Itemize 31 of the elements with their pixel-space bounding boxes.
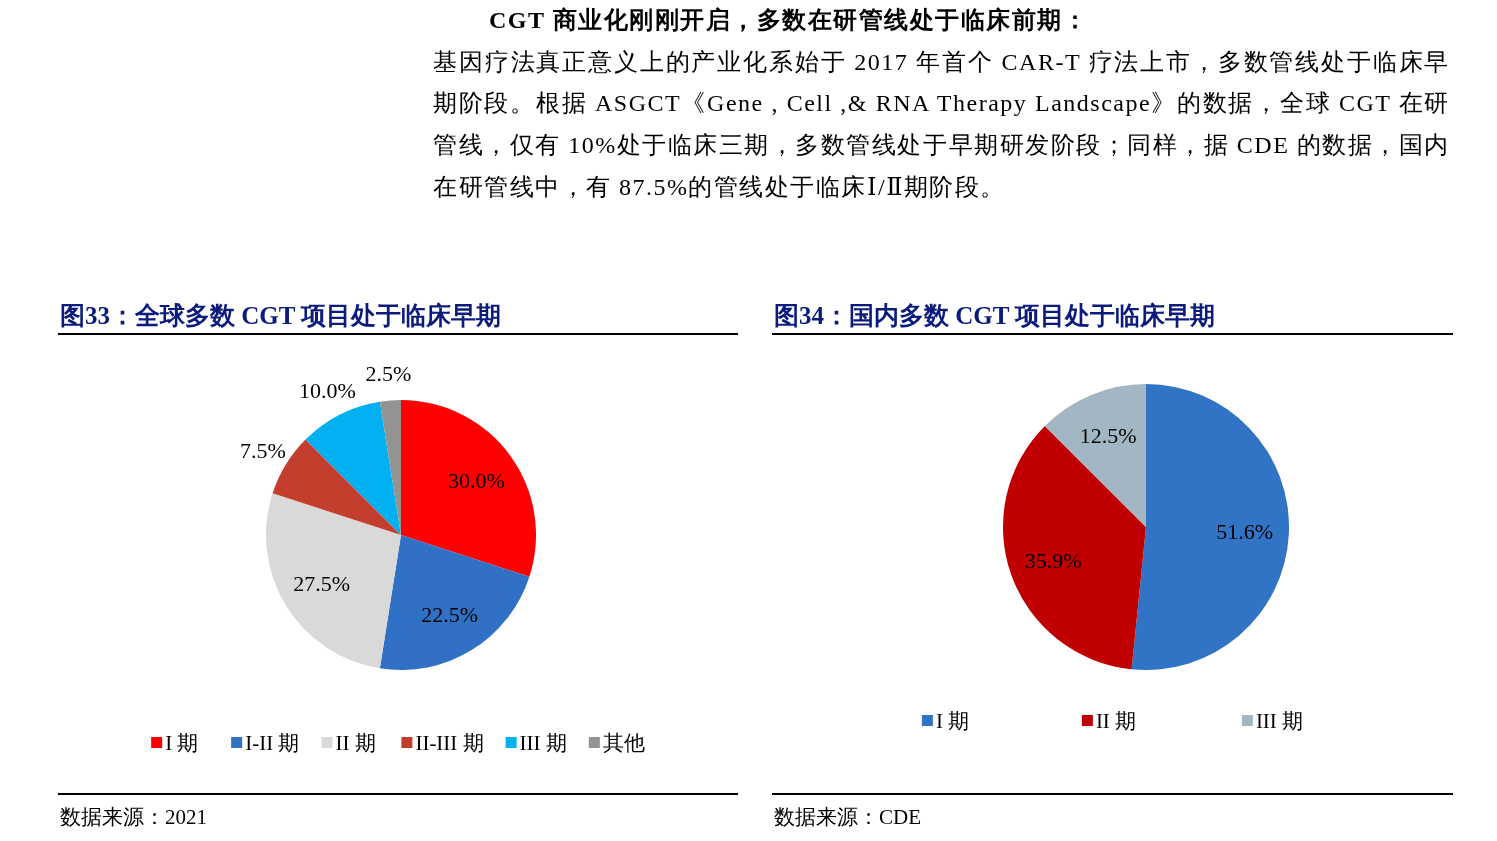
text: CGT 商业化刚刚开启，多数在研管线处于临床前期：: [489, 7, 1089, 33]
data-label: 7.5%: [239, 437, 286, 463]
pie-slice: [1003, 425, 1146, 670]
legend-label: III 期: [519, 731, 567, 755]
data-label: 12.5%: [1079, 423, 1137, 449]
legend-label: II-III 期: [415, 731, 484, 755]
data-label: 27.5%: [293, 571, 350, 597]
data-label: 30.0%: [447, 467, 505, 493]
text: 基因疗法真正意义上的产业化系始于 2017 年首个 CAR-T 疗法上市，多数管线处于临床早期阶段。根据 ASGCT《Gene , Cell ,& RNA Therapy Landscape》的数据，全球 CGT 在研管线，仅有 10%处于临床三期，多数管线处于早期研发阶段；同样，据 CDE 的数据，国内在研管线中，有 87.5%的管线处于临床Ⅰ/Ⅱ期阶段。: [433, 47, 1450, 202]
legend-label: II 期: [335, 731, 376, 755]
pie-slice: [379, 400, 401, 535]
source-note: 数据来源：CDE: [774, 805, 921, 829]
legend-label: 其他: [602, 731, 645, 755]
legend-label: II 期: [1095, 709, 1137, 733]
pie-slice: [379, 535, 530, 670]
legend-label: I 期: [165, 731, 199, 755]
legend-label: I 期: [935, 709, 970, 733]
pie-slice: [266, 493, 401, 669]
data-label: 22.5%: [421, 601, 479, 627]
pie-slice: [305, 401, 401, 535]
chart-title: 图34：国内多数 CGT 项目处于临床早期: [774, 302, 1216, 329]
data-label: 2.5%: [365, 361, 412, 386]
pie-slice: [1044, 384, 1146, 527]
pie-slice: [401, 400, 536, 577]
data-label: 10.0%: [299, 378, 356, 404]
source-note: 数据来源：2021: [60, 805, 207, 829]
chart-title: 图33：全球多数 CGT 项目处于临床早期: [60, 302, 502, 329]
legend-label: I-II 期: [245, 731, 300, 755]
data-label: 51.6%: [1216, 519, 1273, 545]
legend-label: III 期: [1255, 709, 1304, 733]
data-label: 35.9%: [1024, 547, 1082, 573]
